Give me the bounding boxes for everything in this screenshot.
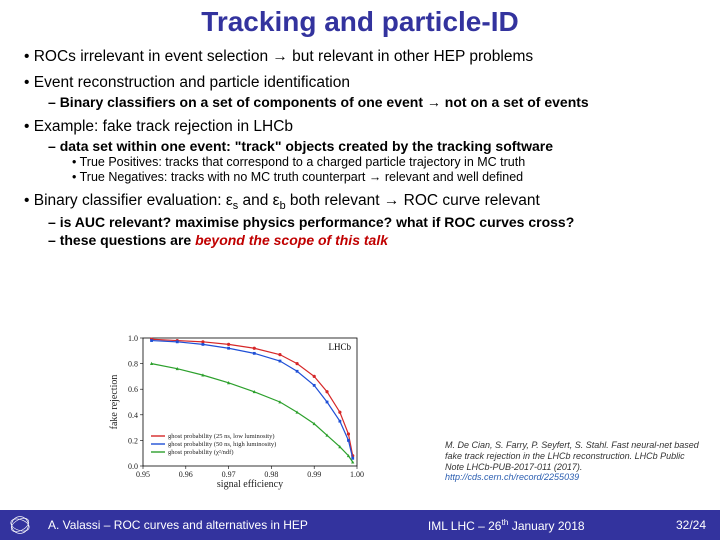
footer: A. Valassi – ROC curves and alternatives… bbox=[0, 510, 720, 540]
svg-text:0.4: 0.4 bbox=[128, 411, 138, 420]
bullet-3-1-2: True Negatives: tracks with no MC truth … bbox=[18, 170, 702, 184]
b4a: Binary classifier evaluation: ε bbox=[34, 192, 233, 209]
citation-text: M. De Cian, S. Farry, P. Seyfert, S. Sta… bbox=[445, 440, 699, 472]
footer-center-b: January 2018 bbox=[508, 519, 584, 533]
svg-text:0.0: 0.0 bbox=[128, 462, 138, 471]
b1-text: ROCs irrelevant in event selection bbox=[34, 48, 273, 65]
footer-center-a: IML LHC – 26 bbox=[428, 519, 502, 533]
svg-text:0.99: 0.99 bbox=[307, 470, 321, 479]
svg-text:0.98: 0.98 bbox=[264, 470, 278, 479]
bullet-4: Binary classifier evaluation: εs and εb … bbox=[18, 192, 702, 212]
svg-text:1.00: 1.00 bbox=[350, 470, 364, 479]
svg-text:1.0: 1.0 bbox=[128, 334, 138, 343]
bullet-1: ROCs irrelevant in event selection → but… bbox=[18, 48, 702, 66]
svg-text:0.95: 0.95 bbox=[136, 470, 150, 479]
slide-root: Tracking and particle-ID ROCs irrelevant… bbox=[0, 0, 720, 540]
b3-1-2a: True Negatives: tracks with no MC truth … bbox=[80, 170, 369, 184]
chart-svg: 0.95 0.96 0.97 0.98 0.99 1.00 0.0 0.2 0.4 0.6 0.8 1… bbox=[105, 330, 365, 490]
bullet-4-1: is AUC relevant? maximise physics perfor… bbox=[18, 214, 702, 230]
b1-tail: but relevant in other HEP problems bbox=[288, 48, 533, 65]
svg-text:LHCb: LHCb bbox=[329, 342, 352, 352]
b2-1b: not on a set of events bbox=[441, 94, 589, 110]
svg-text:0.97: 0.97 bbox=[222, 470, 236, 479]
b4b: and ε bbox=[238, 192, 279, 209]
b2-1a: Binary classifiers on a set of component… bbox=[60, 94, 427, 110]
b3-1-2b: relevant and well defined bbox=[381, 170, 523, 184]
svg-text:ghost probability (50 ns, high: ghost probability (50 ns, high luminosit… bbox=[168, 441, 276, 448]
svg-text:0.96: 0.96 bbox=[179, 470, 193, 479]
svg-text:0.6: 0.6 bbox=[128, 385, 138, 394]
cern-logo-icon bbox=[8, 513, 32, 537]
bullet-2-1: Binary classifiers on a set of component… bbox=[18, 94, 702, 110]
svg-text:0.8: 0.8 bbox=[128, 360, 138, 369]
footer-right: 32/24 bbox=[676, 518, 720, 532]
roc-chart: 0.95 0.96 0.97 0.98 0.99 1.00 0.0 0.2 0.4 0.6 0.8 1… bbox=[105, 330, 365, 490]
svg-text:0.2: 0.2 bbox=[128, 436, 138, 445]
svg-text:fake rejection: fake rejection bbox=[109, 375, 120, 430]
arrow-icon: → bbox=[369, 170, 382, 184]
footer-left: A. Valassi – ROC curves and alternatives… bbox=[44, 518, 308, 532]
bullet-3-1: data set within one event: "track" objec… bbox=[18, 138, 702, 154]
b4d: ROC curve relevant bbox=[399, 192, 539, 209]
b4-2a: these questions are bbox=[60, 232, 195, 248]
bullet-2: Event reconstruction and particle identi… bbox=[18, 74, 702, 92]
arrow-icon: → bbox=[384, 192, 400, 209]
b4-2b: beyond the scope of this talk bbox=[195, 232, 388, 248]
arrow-icon: → bbox=[272, 48, 288, 65]
svg-text:ghost probability (25 ns, low: ghost probability (25 ns, low luminosity… bbox=[168, 433, 275, 440]
slide-title: Tracking and particle-ID bbox=[18, 6, 702, 38]
citation: M. De Cian, S. Farry, P. Seyfert, S. Sta… bbox=[445, 440, 700, 483]
svg-text:signal efficiency: signal efficiency bbox=[217, 479, 283, 490]
bullet-3-1-1: True Positives: tracks that correspond t… bbox=[18, 155, 702, 169]
bullet-4-2: these questions are beyond the scope of … bbox=[18, 232, 702, 248]
b4c: both relevant bbox=[286, 192, 384, 209]
svg-text:ghost probability (χ²/ndf): ghost probability (χ²/ndf) bbox=[168, 449, 234, 456]
citation-link[interactable]: http://cds.cern.ch/record/2255039 bbox=[445, 472, 579, 482]
arrow-icon: → bbox=[427, 94, 441, 110]
footer-center: IML LHC – 26th January 2018 bbox=[308, 517, 676, 533]
bullet-3: Example: fake track rejection in LHCb bbox=[18, 118, 702, 136]
